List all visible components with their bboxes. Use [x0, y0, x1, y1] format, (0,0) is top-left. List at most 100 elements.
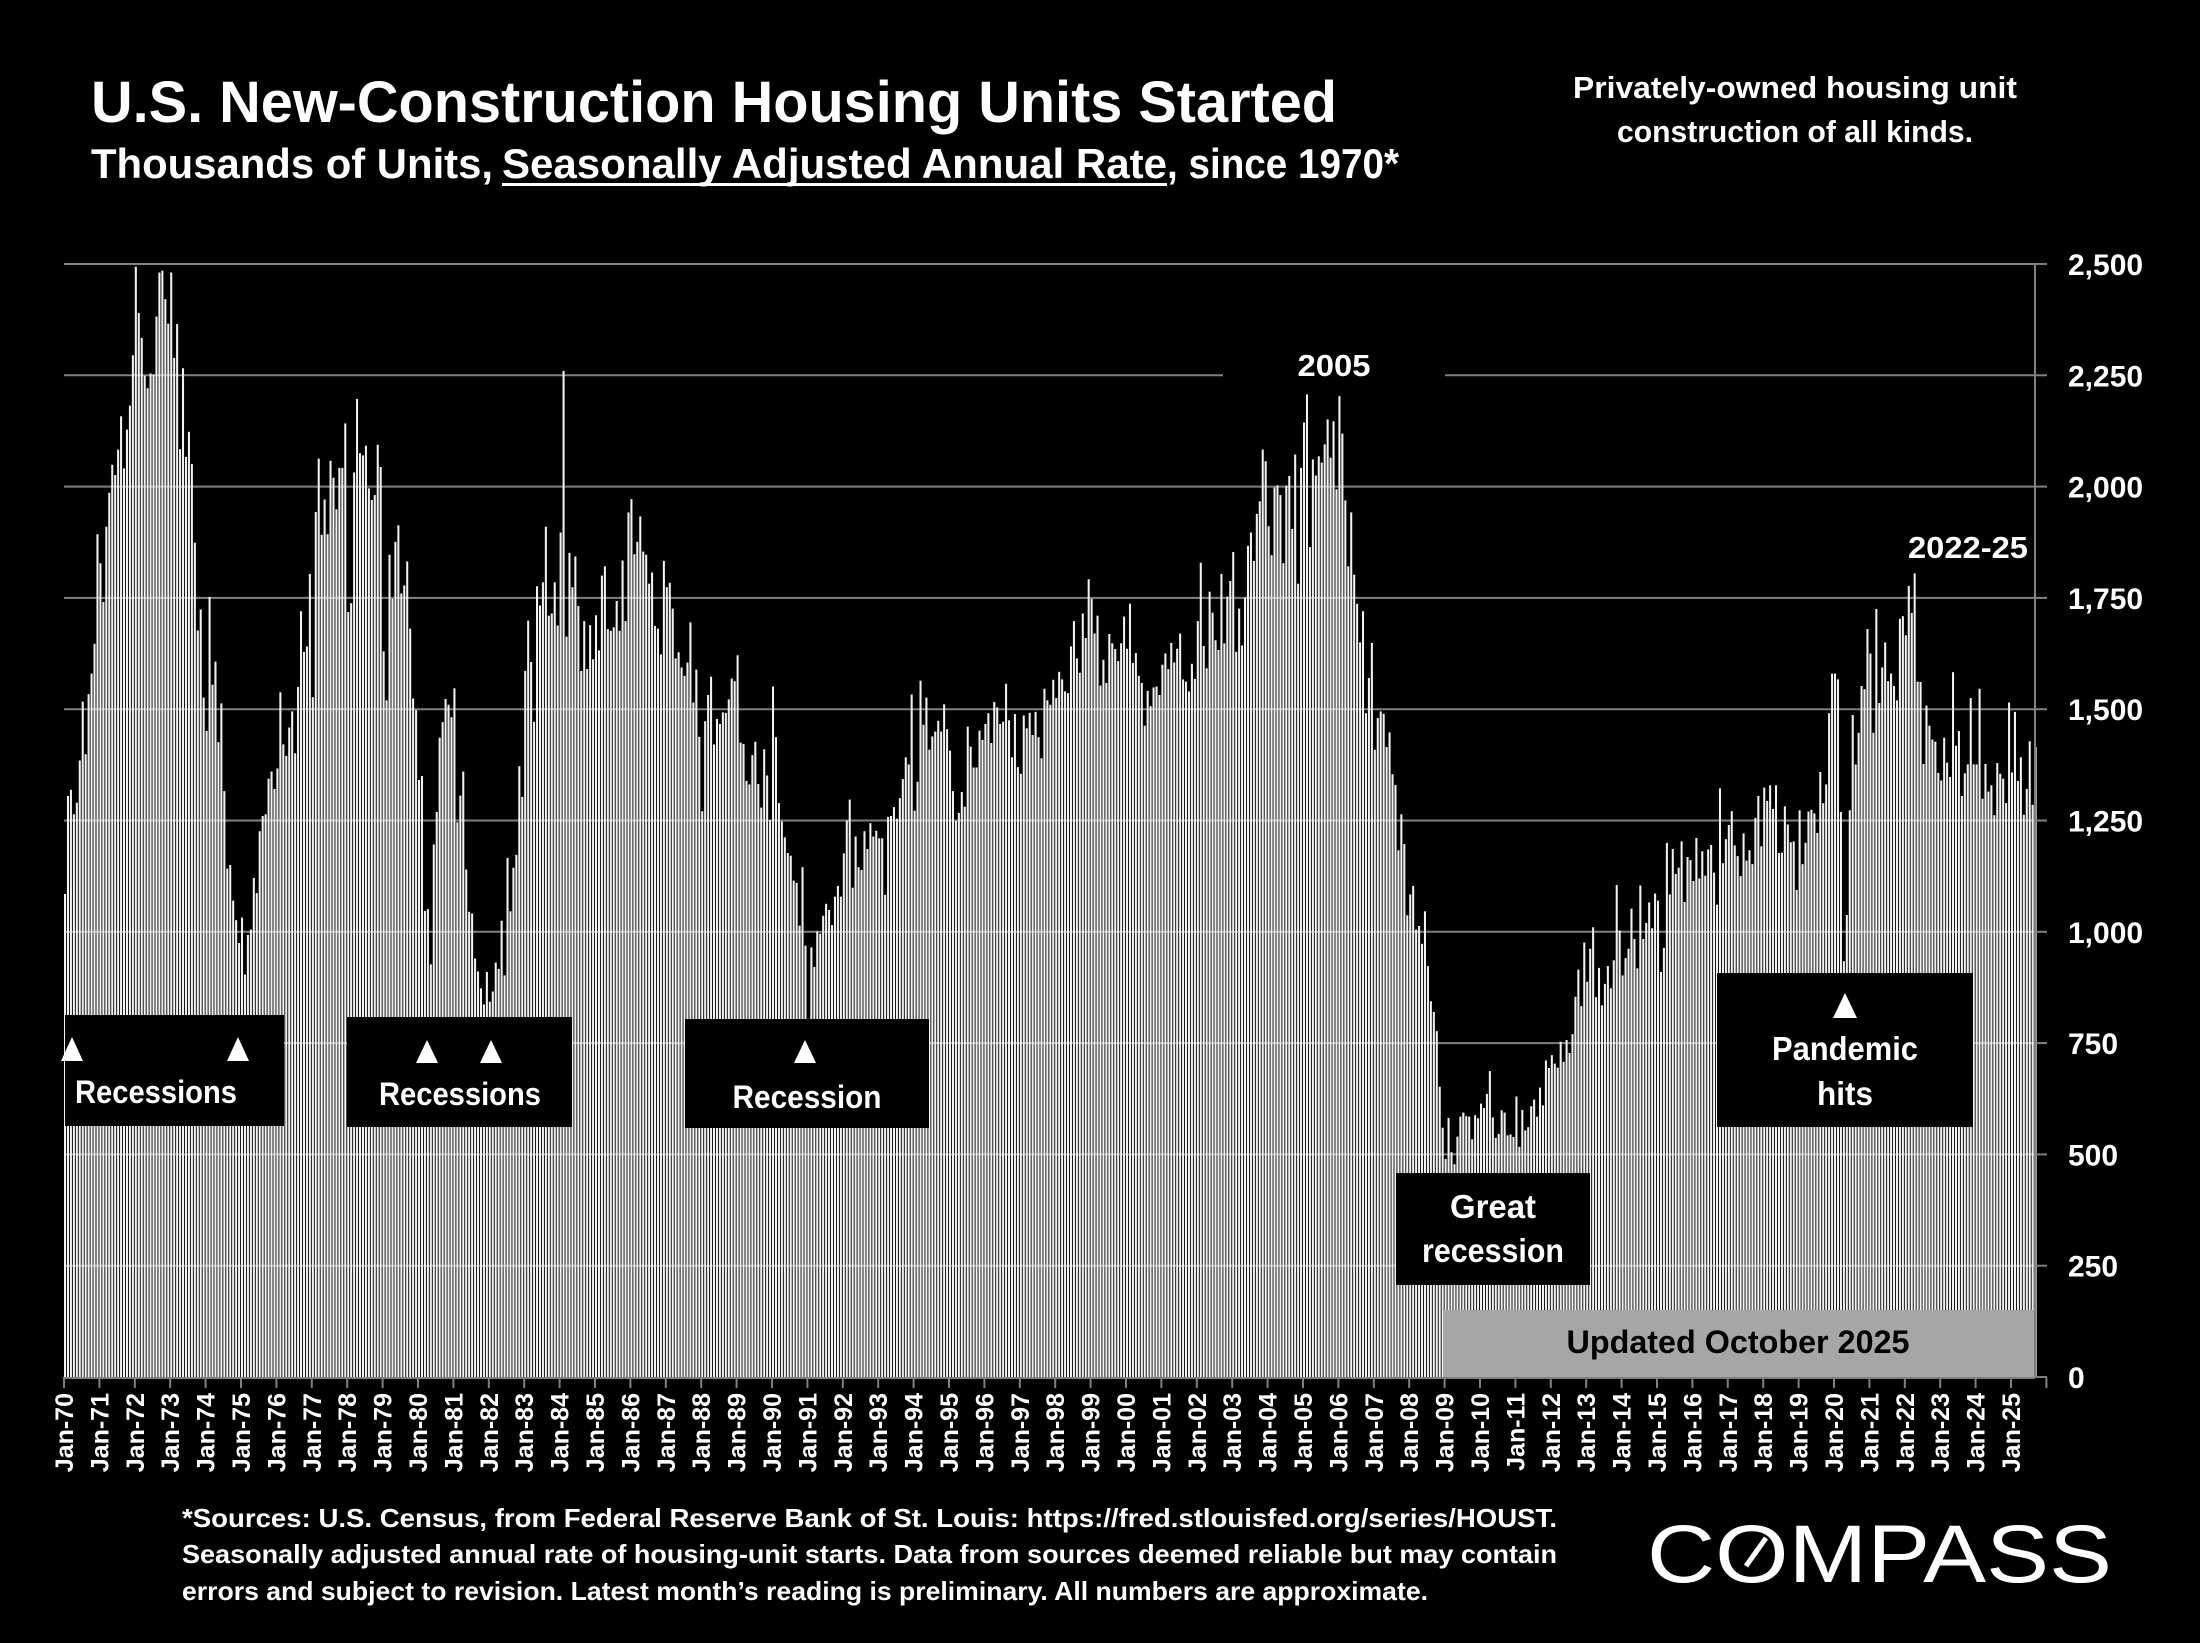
bar: [589, 625, 592, 1377]
bar: [2025, 788, 2028, 1377]
bar: [403, 585, 406, 1377]
bar: [314, 512, 317, 1377]
bar: [562, 370, 565, 1377]
great-recession-line-1: Great: [1450, 1188, 1536, 1225]
bar: [137, 313, 140, 1377]
bar: [1308, 547, 1311, 1377]
bar: [577, 605, 580, 1377]
bar: [946, 729, 949, 1377]
x-tick-label: Jan-20: [1821, 1393, 1849, 1472]
bar: [255, 893, 258, 1377]
bar: [642, 551, 645, 1377]
bar: [1229, 581, 1232, 1377]
bar: [1421, 943, 1424, 1377]
bar: [1338, 396, 1341, 1377]
bar: [376, 444, 379, 1377]
bar: [1297, 583, 1300, 1377]
bar: [603, 566, 606, 1377]
bar: [1049, 704, 1052, 1377]
bar: [391, 598, 394, 1377]
bar: [810, 947, 813, 1377]
bar: [1633, 938, 1636, 1377]
bar: [317, 458, 320, 1378]
bar: [1423, 911, 1426, 1377]
bar: [1636, 968, 1639, 1377]
x-tick-label: Jan-00: [1113, 1393, 1141, 1472]
bar: [1648, 902, 1651, 1377]
bar: [934, 731, 937, 1377]
bar: [2016, 780, 2019, 1377]
bar: [606, 629, 609, 1377]
peak-label-2005: 2005: [1298, 348, 1371, 383]
bar: [565, 636, 568, 1377]
bar: [624, 621, 627, 1377]
bar: [1645, 922, 1648, 1377]
x-tick-label: Jan-72: [122, 1393, 150, 1472]
bar: [426, 909, 429, 1377]
bar: [1117, 661, 1120, 1377]
bar: [252, 877, 255, 1377]
chart-subtitle-post: , since 1970*: [1167, 140, 1400, 187]
bar: [538, 605, 541, 1377]
bar: [1400, 814, 1403, 1377]
bar: [592, 659, 595, 1377]
bar: [990, 743, 993, 1377]
peak-label-2022-25: 2022-25: [1908, 530, 2028, 565]
bar: [618, 630, 621, 1377]
bar: [1291, 528, 1294, 1377]
footnote-line-3: errors and subject to revision. Latest m…: [182, 1576, 1428, 1606]
bar: [556, 625, 559, 1377]
bar: [382, 651, 385, 1377]
bar: [161, 270, 164, 1378]
bar: [1267, 526, 1270, 1377]
bar: [1406, 915, 1409, 1377]
bar: [1999, 773, 2002, 1377]
bar: [1152, 687, 1155, 1377]
bar: [300, 611, 303, 1377]
x-tick-label: Jan-24: [1963, 1393, 1991, 1472]
x-tick-label: Jan-95: [936, 1393, 964, 1472]
bar: [1037, 737, 1040, 1377]
x-tick-label: Jan-85: [582, 1393, 610, 1472]
x-tick-label: Jan-82: [476, 1393, 504, 1472]
bar: [1300, 467, 1303, 1377]
bar: [2022, 814, 2025, 1377]
bar: [550, 613, 553, 1377]
y-tick-label: 2,250: [2068, 360, 2143, 393]
bar: [2011, 772, 2014, 1377]
bar: [1627, 948, 1630, 1377]
bar: [1397, 850, 1400, 1377]
bar: [951, 791, 954, 1377]
bar: [2031, 804, 2034, 1377]
bar: [1379, 711, 1382, 1377]
bar: [485, 971, 488, 1377]
bar: [208, 597, 211, 1377]
bar: [199, 609, 202, 1377]
bar: [1279, 495, 1282, 1378]
x-tick-label: Jan-93: [865, 1393, 893, 1472]
x-tick-label: Jan-74: [193, 1393, 221, 1472]
bar: [1615, 885, 1618, 1377]
x-tick-label: Jan-16: [1679, 1393, 1707, 1472]
x-tick-label: Jan-06: [1325, 1393, 1353, 1472]
chart-subtitle-pre: Thousands of Units,: [91, 140, 493, 187]
bar: [674, 658, 677, 1377]
bar: [1134, 653, 1137, 1377]
bar: [471, 913, 474, 1377]
bar: [1078, 672, 1081, 1377]
bar: [497, 968, 500, 1377]
x-tick-label: Jan-91: [794, 1393, 822, 1472]
bar: [1418, 926, 1421, 1377]
bar: [996, 707, 999, 1377]
x-tick-label: Jan-98: [1042, 1393, 1070, 1472]
bar: [1288, 475, 1291, 1377]
bar: [825, 903, 828, 1377]
x-tick-label: Jan-01: [1148, 1393, 1176, 1472]
bar: [547, 615, 550, 1377]
x-tick-label: Jan-19: [1786, 1393, 1814, 1472]
bar: [795, 882, 798, 1377]
bar: [491, 991, 494, 1377]
x-tick-label: Jan-96: [971, 1393, 999, 1472]
x-tick-label: Jan-73: [157, 1393, 185, 1472]
bar: [1713, 872, 1716, 1377]
